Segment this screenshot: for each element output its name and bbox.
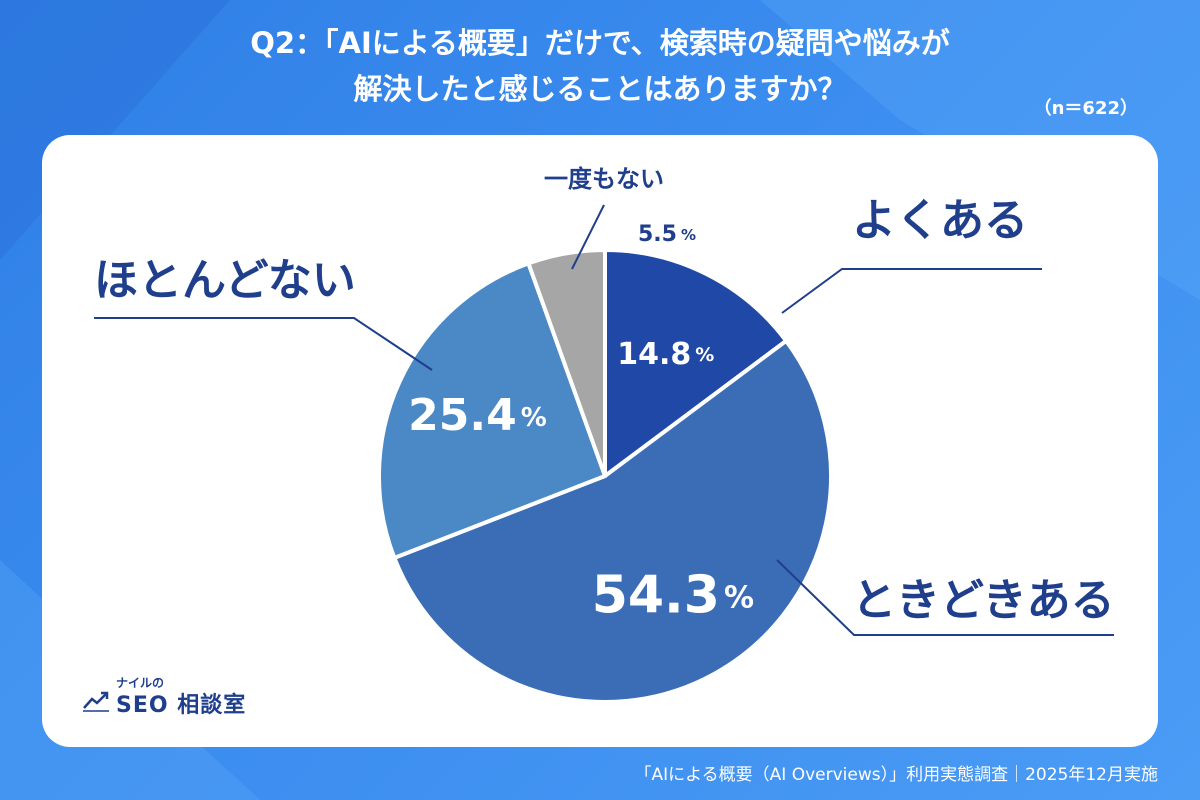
page-title: Q2：「AIによる概要」だけで、検索時の疑問や悩みが 解決したと感じることはあり…: [0, 20, 1200, 112]
pie-slice-2: [392, 338, 833, 704]
title-line-1: Q2：「AIによる概要」だけで、検索時の疑問や悩みが: [250, 26, 950, 60]
leader-line-4: [571, 204, 605, 270]
slice-category-label-4: 一度もない: [544, 165, 664, 193]
leader-line-3: [94, 317, 433, 371]
trend-chart-icon: [83, 691, 109, 712]
pie-slice-4: [526, 248, 607, 478]
chart-card: 14.8% よくある 54.3% ときどきある 25.4% ほとんどない 5.5% 一度もない: [42, 135, 1158, 747]
logo-small-text: ナイルの: [116, 676, 165, 690]
slice-value-label-2: 54.3%: [592, 566, 754, 626]
sample-size: （n＝622）: [1033, 98, 1138, 119]
slice-category-label-2: ときどきある: [852, 575, 1115, 626]
slice-value-label-1: 14.8%: [617, 336, 714, 371]
pie-slice-3: [377, 261, 607, 560]
leader-line-1: [781, 268, 1042, 314]
logo-main-text: SEO 相談室: [116, 693, 247, 718]
pie-chart: 14.8 % よくある 54.3% ときどきある 25.4 % ほとんどない 5.5 % 一度もない: [94, 165, 1115, 704]
slice-value-label-4: 5.5%: [638, 222, 696, 247]
title-line-2: 解決したと感じることはありますか？: [353, 72, 847, 106]
slice-category-label-1: よくある: [852, 195, 1028, 246]
slice-category-label-3: ほとんどない: [94, 255, 356, 306]
slice-value-label-3: 25.4%: [408, 390, 547, 441]
pie-slice-1: [603, 248, 789, 478]
footer-source: 「AIによる概要（AI Overviews）」利用実態調査｜2025年12月実施: [634, 765, 1158, 785]
leader-line-2: [776, 559, 1114, 636]
